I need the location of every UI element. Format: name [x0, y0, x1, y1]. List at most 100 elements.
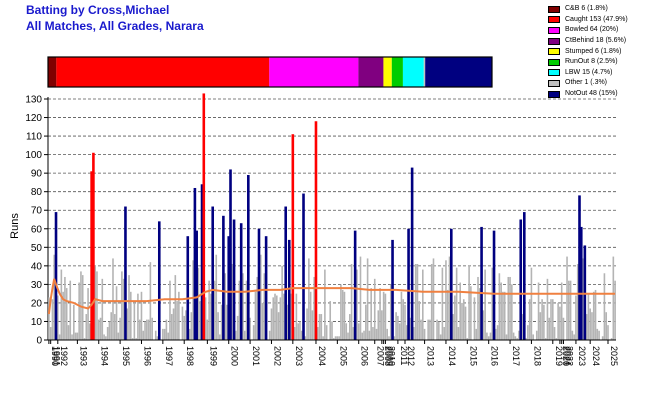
x-tick-label: 2012	[406, 346, 416, 366]
x-tick-label: 2004	[317, 346, 327, 366]
innings-bar-highlight	[492, 230, 496, 340]
innings-bar	[183, 315, 186, 340]
innings-bar	[115, 286, 118, 340]
legend-label: RunOut 8 (2.5%)	[565, 58, 618, 66]
innings-bar	[154, 330, 157, 340]
average-line-group	[47, 278, 616, 315]
innings-bar	[279, 297, 282, 340]
innings-bar	[525, 338, 527, 340]
innings-bars	[48, 93, 616, 340]
innings-bar	[356, 269, 358, 340]
innings-bar-highlight	[202, 93, 206, 340]
innings-bar	[370, 288, 372, 340]
innings-bar	[452, 314, 454, 340]
innings-bar	[423, 328, 426, 340]
innings-bar	[51, 299, 54, 340]
innings-bar	[386, 328, 388, 340]
innings-bar	[461, 302, 463, 340]
innings-bar	[94, 265, 96, 340]
legend-swatch	[548, 5, 560, 13]
innings-bar	[108, 321, 111, 340]
innings-bar	[105, 336, 107, 340]
innings-bar	[274, 293, 276, 340]
innings-bar-highlight	[480, 226, 483, 340]
innings-bar	[473, 297, 476, 340]
legend-item: Bowled 64 (20%)	[548, 25, 628, 36]
innings-bar	[514, 336, 517, 340]
innings-bar	[219, 334, 221, 340]
innings-bar	[573, 334, 575, 340]
innings-bar	[308, 258, 310, 340]
innings-bar	[97, 319, 100, 340]
innings-bar	[332, 338, 335, 340]
innings-bar	[83, 338, 86, 340]
innings-bar	[478, 288, 481, 340]
x-tick-label: 1991	[52, 346, 62, 366]
summary-segment-caught	[56, 57, 270, 87]
innings-bar-highlight	[284, 206, 288, 340]
y-tick-label: 30	[31, 280, 43, 291]
x-tick-label: 1990	[50, 346, 60, 366]
innings-bar	[550, 299, 552, 340]
innings-bar	[409, 317, 412, 340]
innings-bar	[138, 319, 141, 340]
x-tick-label: 1999	[208, 346, 218, 366]
innings-bar	[487, 336, 490, 340]
innings-bar	[74, 332, 77, 340]
innings-bar	[295, 293, 298, 340]
innings-bar	[575, 295, 577, 340]
x-tick-label: 2019	[554, 346, 564, 366]
innings-bar	[475, 328, 478, 340]
innings-bar	[103, 334, 105, 340]
innings-bar	[466, 338, 469, 340]
x-tick-label: 1997	[164, 346, 174, 366]
innings-bar	[156, 336, 159, 340]
innings-bar	[336, 336, 339, 340]
innings-bar	[331, 321, 333, 340]
innings-bar-highlight	[287, 239, 291, 340]
innings-bar	[137, 293, 139, 340]
innings-bar	[395, 312, 397, 340]
innings-bar	[432, 258, 435, 340]
innings-bar	[320, 314, 323, 340]
innings-bar	[311, 310, 314, 340]
innings-bar	[589, 308, 591, 340]
innings-bar	[352, 327, 355, 340]
legend-label: Stumped 6 (1.8%)	[565, 47, 622, 55]
legend-label: Caught 153 (47.9%)	[565, 15, 628, 23]
innings-bar	[500, 282, 502, 340]
innings-bar	[562, 317, 565, 340]
y-tick-label: 70	[31, 206, 43, 217]
innings-bar	[281, 265, 283, 340]
innings-bar	[226, 304, 228, 340]
innings-bar	[495, 328, 497, 340]
innings-bar	[511, 284, 513, 340]
x-tick-label: 2022	[564, 346, 574, 366]
innings-bar	[420, 319, 422, 340]
innings-bar	[455, 267, 458, 340]
innings-bar	[71, 334, 73, 340]
innings-bar	[259, 254, 262, 340]
legend-item: LBW 15 (4.7%)	[548, 68, 628, 79]
innings-bar	[512, 332, 515, 340]
innings-bar	[368, 330, 371, 340]
x-tick-label: 2000	[230, 346, 240, 366]
innings-bar	[165, 319, 168, 340]
innings-bar	[197, 267, 200, 340]
innings-bar	[163, 328, 166, 340]
innings-bar	[106, 327, 109, 340]
innings-bar	[290, 293, 292, 340]
innings-bar-highlight	[257, 228, 261, 340]
innings-bar	[142, 330, 145, 340]
innings-bar	[261, 302, 264, 340]
innings-bar	[607, 325, 609, 340]
innings-bar	[491, 267, 494, 340]
x-tick-label: 2016	[490, 346, 500, 366]
innings-bar	[402, 299, 405, 340]
innings-bar	[252, 325, 255, 340]
innings-bar	[206, 319, 209, 340]
innings-bar	[128, 275, 130, 340]
innings-bar	[162, 328, 164, 340]
innings-bar	[245, 280, 248, 340]
innings-bar	[559, 306, 561, 340]
